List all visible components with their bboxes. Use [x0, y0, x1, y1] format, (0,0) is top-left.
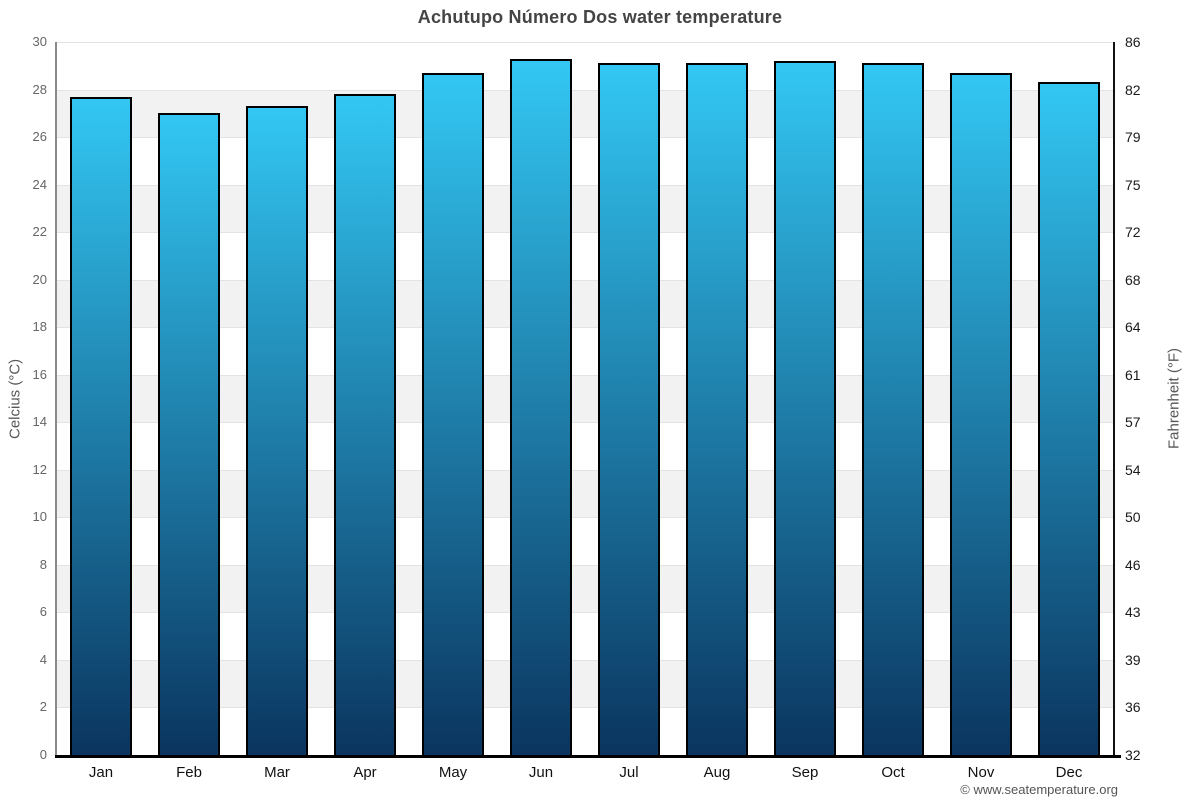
bar-apr	[334, 94, 396, 755]
plot-area	[55, 42, 1121, 758]
grid-band	[57, 327, 1113, 375]
fahrenheit-tick-68: 68	[1125, 271, 1141, 288]
celsius-tick-14: 14	[32, 414, 47, 430]
celsius-tick-22: 22	[32, 224, 47, 240]
celsius-tick-6: 6	[39, 604, 47, 620]
celsius-tick-16: 16	[32, 366, 47, 382]
fahrenheit-tick-50: 50	[1125, 509, 1141, 526]
fahrenheit-tick-57: 57	[1125, 414, 1141, 431]
month-tick-aug: Aug	[703, 764, 731, 781]
month-tick-nov: Nov	[967, 764, 995, 781]
celsius-axis-line	[55, 42, 57, 755]
fahrenheit-axis-line	[1113, 42, 1115, 755]
month-tick-jun: Jun	[528, 764, 554, 781]
celsius-tick-0: 0	[39, 747, 47, 762]
bar-aug	[686, 63, 748, 755]
fahrenheit-tick-43: 43	[1125, 604, 1141, 621]
grid-band	[57, 612, 1113, 660]
fahrenheit-tick-72: 72	[1125, 224, 1141, 241]
grid-band	[57, 422, 1113, 470]
bar-jul	[598, 63, 660, 755]
grid-band	[57, 659, 1113, 708]
month-tick-jan: Jan	[88, 764, 114, 781]
fahrenheit-axis-label: Fahrenheit (°F)	[1165, 347, 1183, 450]
celsius-tick-30: 30	[32, 34, 47, 49]
celsius-tick-4: 4	[39, 651, 47, 667]
grid-band	[57, 137, 1113, 185]
month-tick-oct: Oct	[881, 764, 905, 781]
fahrenheit-tick-36: 36	[1125, 699, 1141, 716]
celsius-tick-18: 18	[32, 319, 47, 335]
grid-band	[57, 279, 1113, 328]
chart-title: Achutupo Número Dos water temperature	[417, 7, 783, 27]
month-tick-jul: Jul	[619, 764, 639, 781]
bar-may	[422, 72, 484, 755]
bar-mar	[246, 106, 308, 755]
month-tick-mar: Mar	[264, 764, 290, 781]
bar-jan	[70, 96, 132, 755]
grid-band	[57, 469, 1113, 518]
fahrenheit-tick-86: 86	[1125, 34, 1141, 50]
celsius-axis-label: Celcius (°C)	[6, 358, 24, 439]
month-tick-apr: Apr	[353, 764, 377, 781]
month-tick-sep: Sep	[791, 764, 819, 781]
fahrenheit-tick-32: 32	[1125, 747, 1141, 763]
grid-band	[57, 89, 1113, 138]
grid-band	[57, 374, 1113, 423]
celsius-tick-26: 26	[32, 129, 47, 145]
fahrenheit-tick-54: 54	[1125, 461, 1141, 478]
celsius-tick-12: 12	[32, 461, 47, 477]
celsius-tick-28: 28	[32, 81, 47, 97]
month-tick-may: May	[438, 764, 468, 781]
celsius-tick-20: 20	[32, 271, 47, 287]
bar-jun	[510, 58, 572, 755]
celsius-tick-10: 10	[32, 509, 47, 525]
bar-dec	[1038, 82, 1100, 755]
fahrenheit-tick-39: 39	[1125, 651, 1141, 668]
month-tick-dec: Dec	[1055, 764, 1083, 781]
fahrenheit-tick-82: 82	[1125, 81, 1141, 98]
grid-band	[57, 564, 1113, 613]
celsius-tick-2: 2	[39, 699, 47, 715]
bar-nov	[950, 72, 1012, 755]
celsius-tick-24: 24	[32, 176, 47, 192]
fahrenheit-tick-75: 75	[1125, 176, 1141, 193]
grid-band	[57, 42, 1113, 90]
bar-oct	[862, 63, 924, 755]
x-axis-line	[55, 755, 1121, 758]
grid-band	[57, 517, 1113, 565]
grid-band	[57, 232, 1113, 280]
fahrenheit-tick-46: 46	[1125, 556, 1141, 573]
celsius-tick-8: 8	[39, 556, 47, 572]
fahrenheit-tick-64: 64	[1125, 319, 1141, 336]
bar-feb	[158, 113, 220, 755]
month-tick-feb: Feb	[176, 764, 202, 781]
grid-band	[57, 707, 1113, 755]
fahrenheit-tick-79: 79	[1125, 129, 1141, 146]
fahrenheit-tick-61: 61	[1125, 366, 1141, 383]
bar-sep	[774, 61, 836, 755]
grid-band	[57, 184, 1113, 233]
copyright-link[interactable]: © www.seatemperature.org	[960, 782, 1118, 797]
